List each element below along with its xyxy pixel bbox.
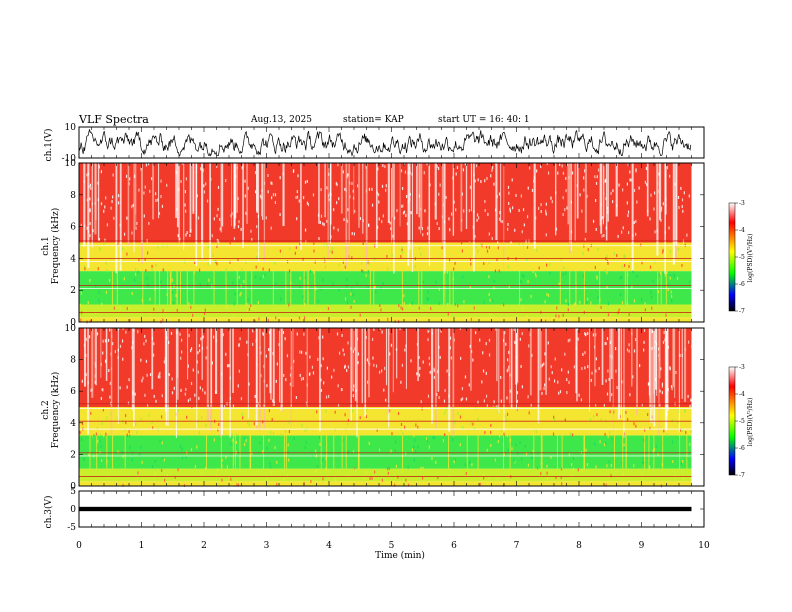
cb1ticks-tick-label-4: -7 (739, 308, 745, 315)
start-time-label: start UT = 16: 40: 1 (438, 115, 530, 125)
ch3-waveform-trace (79, 506, 692, 512)
ch2-spectrogram-ytick-label-5: 0 (70, 482, 76, 492)
ch1-waveform-ytick-label-1: -10 (62, 154, 77, 164)
ch1-spectrogram-bursts (83, 163, 678, 305)
ch1-waveform-trace (78, 129, 692, 157)
ch1-spectrogram-ylabel-line2: Frequency (kHz) (50, 208, 61, 285)
cb1ticks-tick-label-0: -3 (739, 200, 745, 207)
ch1-waveform-panel: 10 -10 (62, 123, 705, 164)
x-axis-label: Time (min) (375, 550, 425, 561)
ch1-spectrogram-band-4 (79, 163, 692, 243)
ch2-spectrogram-band-2 (79, 435, 692, 469)
ch2-colorbar: -3 -4 -5 -6 -7 log(PSD)(V²/Hz) (728, 364, 754, 479)
ch1-colorbar-gradient (728, 202, 736, 312)
ch3-waveform-xticks (78, 491, 705, 527)
x-tick-label-1: 1 (139, 541, 145, 551)
cb2ticks-tick-label-2: -5 (739, 418, 745, 425)
ch2-spectrogram-ytick-label-0: 10 (65, 324, 77, 334)
ch1-spectrogram-band-2 (79, 271, 692, 305)
ch1-spectrogram-ytick-label-4: 2 (70, 286, 76, 296)
ch1-spectrogram-band-0 (79, 317, 692, 322)
cb2ticks-tick-label-4: -7 (739, 472, 745, 479)
ch1-spectrogram-ytick-label-1: 8 (70, 191, 76, 201)
ch1-waveform-ylabel: ch.1(V) (43, 129, 54, 162)
ch1-colorbar: -3 -4 -5 -6 -7 log(PSD)(V²/Hz) (728, 200, 754, 315)
cb2ticks-tick-label-0: -3 (739, 364, 745, 371)
ch2-spectrogram-ytick-label-3: 4 (70, 419, 76, 429)
ch1-spectrogram-ytick-label-2: 6 (70, 223, 76, 233)
cb1ticks-tick-label-2: -5 (739, 254, 745, 261)
ch2-colorbar-gradient (728, 366, 736, 476)
ch2-spectrogram-ytick-label-1: 8 (70, 356, 76, 366)
ch2-spectrogram-band-0 (79, 481, 692, 486)
ch2-colorbar-label: log(PSD)(V²/Hz) (747, 398, 754, 447)
ch3-waveform-ytick-label-1: 0 (70, 505, 76, 515)
x-tick-label-4: 4 (326, 541, 332, 551)
ch1-colorbar-label: log(PSD)(V²/Hz) (747, 234, 754, 283)
ch1-spectrogram-ylabel-line1: ch.1 (41, 236, 51, 255)
ch2-spectrogram-band-1 (79, 468, 692, 482)
ch1-spectrogram-xticks (78, 163, 705, 322)
ch1-spectrogram-band-1 (79, 304, 692, 318)
ch2-spectrogram-ytick-label-2: 6 (70, 387, 76, 397)
x-tick-label-5: 5 (389, 541, 395, 551)
ch1-spectrogram-ytick-label-5: 0 (70, 318, 76, 328)
ch1-spectrogram-panel: 10 8 6 4 2 0 (65, 159, 705, 328)
figure-title: VLF Spectra (78, 113, 149, 126)
ch2-spectrogram-ylabel-line2: Frequency (kHz) (50, 372, 61, 449)
x-tick-label-9: 9 (639, 541, 645, 551)
x-tick-label-10: 10 (698, 541, 710, 551)
ch2-spectrogram-bursts (83, 328, 688, 469)
ch1-spectrogram-band-3 (79, 242, 692, 272)
ch3-waveform-ytick-label-2: -5 (67, 523, 76, 533)
ch1-spectrogram-ytick-label-0: 10 (65, 159, 77, 169)
ch3-waveform-ytick-label-0: 5 (70, 487, 76, 497)
ch1-waveform-ytick-label-0: 10 (65, 123, 77, 133)
x-tick-label-6: 6 (451, 541, 457, 551)
ch2-spectrogram-ylabel-line1: ch.2 (41, 400, 51, 419)
cb2ticks-tick-label-1: -4 (739, 391, 745, 398)
ch3-waveform-ylabel: ch.3(V) (43, 496, 54, 529)
ch3-waveform-panel: 50-50 1 2 3 4 5 6 7 8 9 10 (67, 487, 710, 551)
x-tick-label-7: 7 (514, 541, 520, 551)
cb1ticks-tick-label-3: -6 (739, 281, 745, 288)
x-tick-label-3: 3 (264, 541, 270, 551)
ch1-spectrogram-ytick-label-3: 4 (70, 254, 76, 264)
ch2-spectrogram-panel: 10 8 6 4 2 0 (65, 324, 705, 492)
x-tick-label-2: 2 (201, 541, 207, 551)
x-tick-label-8: 8 (576, 541, 582, 551)
station-label: station= KAP (343, 115, 404, 125)
ch1-waveform-xticks (78, 127, 705, 158)
ch2-spectrogram-ytick-label-4: 2 (70, 450, 76, 460)
date-label: Aug.13, 2025 (250, 115, 312, 125)
x-tick-label-0: 0 (76, 541, 82, 551)
cb1ticks-tick-label-1: -4 (739, 227, 745, 234)
ch2-spectrogram-xticks (78, 328, 705, 486)
cb2ticks-tick-label-3: -6 (739, 445, 745, 452)
